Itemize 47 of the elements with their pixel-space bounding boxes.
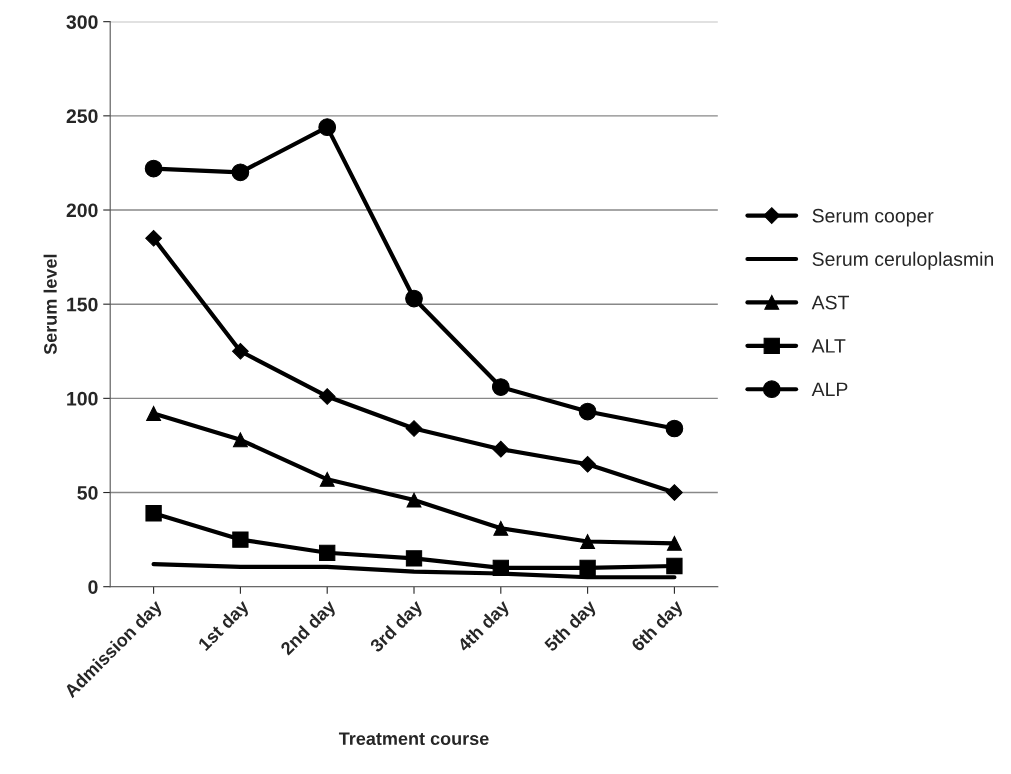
x-tick-label: 3rd day <box>368 598 426 656</box>
point <box>145 229 162 247</box>
point <box>405 289 423 308</box>
y-tick-label: 50 <box>77 485 98 500</box>
point <box>666 484 683 501</box>
point <box>580 534 596 549</box>
point <box>146 405 162 421</box>
x-axis-title: Treatment course <box>338 732 489 746</box>
point <box>406 492 422 508</box>
y-axis-title: Serum level <box>43 254 57 355</box>
point <box>231 163 250 182</box>
legend-label: ALP <box>811 382 848 397</box>
point <box>493 520 509 536</box>
y-tick-label: 200 <box>66 203 98 218</box>
point <box>232 531 249 548</box>
legend-label: ALT <box>811 339 846 353</box>
x-tick-label: 5th day <box>543 598 600 655</box>
point <box>318 388 336 405</box>
point <box>666 557 683 575</box>
x-tick-label: 4th day <box>456 598 513 655</box>
point <box>405 420 423 437</box>
point <box>145 505 162 522</box>
point <box>492 440 510 458</box>
point <box>579 559 596 577</box>
point <box>319 544 336 561</box>
y-tick-label: 300 <box>66 15 98 29</box>
x-tick-label: 1st day <box>197 598 253 654</box>
y-tick-label: 250 <box>66 109 98 124</box>
point <box>318 118 337 136</box>
y-tick-label: 100 <box>67 391 98 406</box>
y-tick-label: 0 <box>88 580 98 594</box>
point <box>319 471 335 487</box>
legend-label: Serum cooper <box>812 208 934 227</box>
point <box>405 550 423 567</box>
legend-label: Serum ceruloplasmin <box>812 251 993 270</box>
point <box>232 432 248 448</box>
legend-label: AST <box>811 295 849 310</box>
point <box>232 342 249 360</box>
point <box>665 419 684 438</box>
point <box>492 559 509 577</box>
point <box>144 159 163 178</box>
point <box>579 455 596 473</box>
point <box>666 535 682 551</box>
x-tick-label: 6th day <box>630 598 687 655</box>
point <box>491 378 510 396</box>
point <box>578 402 597 421</box>
y-tick-label: 150 <box>67 297 98 312</box>
